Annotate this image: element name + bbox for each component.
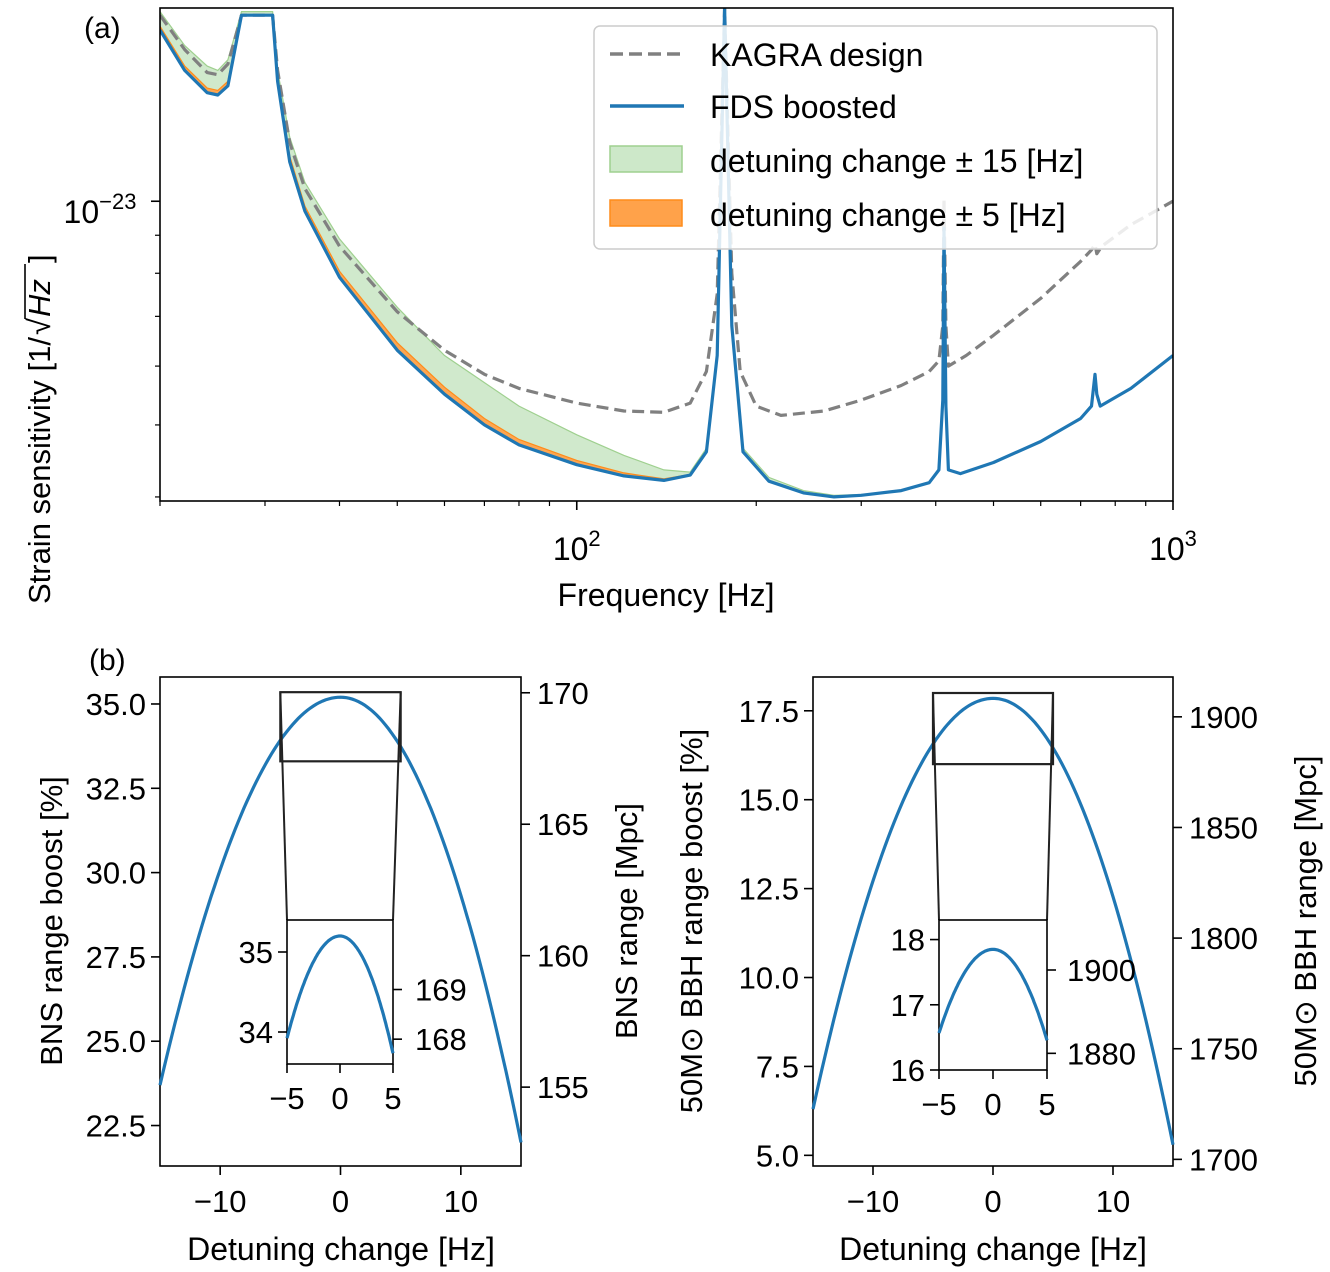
y-tick-label: 10.0	[739, 961, 799, 996]
panel-a: 102 103 10−23 (a) Frequency [Hz] Strain se…	[22, 7, 1197, 613]
x-tick-label: 0	[332, 1184, 349, 1219]
y2-tick-label: 170	[537, 676, 589, 711]
panel-b2-plot	[811, 691, 1175, 1146]
y-tick-label: 17.5	[739, 694, 799, 729]
x-tick-label: 0	[984, 1184, 1001, 1219]
panel-b2-ticks: −10 0 105.07.510.012.515.017.5170017501800…	[739, 694, 1258, 1219]
inset-x-tick-label: 0	[331, 1081, 348, 1116]
legend-swatch-detune-5	[609, 199, 683, 227]
panel-b-label: (b)	[89, 644, 126, 677]
panel-b1-plot	[158, 691, 523, 1143]
panel-b2-ylabel-right: 50M⊙ BBH range [Mpc]	[1288, 756, 1323, 1087]
y2-tick-label: 1750	[1189, 1032, 1258, 1067]
x-tick-label: 103	[1149, 526, 1197, 567]
panel-a-xlabel: Frequency [Hz]	[558, 577, 775, 613]
panel-b1-ylabel-right: BNS range [Mpc]	[609, 803, 644, 1039]
y-tick-label: 27.5	[86, 940, 146, 975]
x-tick-label: −10	[847, 1184, 900, 1219]
y2-tick-label: 1850	[1189, 810, 1258, 845]
range-curve	[811, 696, 1175, 1146]
panel-b1: (b) −10 0 10 22.5 25.0 27.5 30.0 32.5 35.0 155 160…	[34, 644, 644, 1267]
panel-a-ylabel-hz: Hz	[22, 279, 57, 317]
x-tick-label: 10	[1096, 1184, 1130, 1219]
x-tick-label: −10	[194, 1184, 247, 1219]
inset-y-tick-label: 34	[239, 1015, 273, 1050]
inset-y-tick-label: 16	[891, 1053, 925, 1088]
y-tick-label: 25.0	[86, 1024, 146, 1059]
panel-b1-ticks: −10 0 10 22.5 25.0 27.5 30.0 32.5 35.0 155 160 165 1…	[86, 676, 589, 1219]
y2-tick-label: 1800	[1189, 921, 1258, 956]
y2-tick-label: 155	[537, 1070, 589, 1105]
y-tick-label: 22.5	[86, 1109, 146, 1144]
panel-b2-inset-frame	[938, 919, 1048, 1071]
inset-y-tick-label: 17	[891, 988, 925, 1023]
y-tick-label: 7.5	[756, 1049, 799, 1084]
inset-y2-tick-label: 169	[415, 973, 467, 1008]
panel-a-ylabel-sqrt: √	[22, 318, 57, 335]
zoom-connector	[392, 692, 402, 921]
zoom-box	[279, 691, 402, 763]
y-tick-label: 10−23	[64, 189, 137, 230]
inset-x-tick-label: −5	[921, 1087, 956, 1122]
y-tick-label: 12.5	[739, 872, 799, 907]
legend-box	[593, 25, 1158, 250]
y2-tick-label: 1700	[1189, 1142, 1258, 1177]
panel-a-ylabel: Strain sensitivity [1/ √ Hz ]	[22, 254, 57, 604]
legend-label-detune-5: detuning change ± 5 [Hz]	[710, 197, 1066, 233]
inset-x-tick-label: 0	[984, 1087, 1001, 1122]
panel-a-lines	[160, 8, 1173, 499]
panel-b1-inset: −5 0 5 34 35 168 169	[239, 934, 467, 1116]
y2-tick-label: 160	[537, 939, 589, 974]
inset-y2-tick-label: 168	[415, 1022, 467, 1057]
inset-range-curve	[937, 947, 1049, 1041]
panel-b1-ylabel: BNS range boost [%]	[34, 776, 69, 1066]
x-tick-label: 102	[553, 526, 601, 567]
inset-x-tick-label: −5	[269, 1081, 304, 1116]
panel-a-legend: KAGRA design FDS boosted detuning change…	[593, 25, 1158, 250]
y-tick-label: 35.0	[86, 687, 146, 722]
series-fds-boosted	[160, 8, 1173, 499]
zoom-connector	[1046, 692, 1054, 921]
y-tick-label: 30.0	[86, 856, 146, 891]
y-tick-label: 32.5	[86, 771, 146, 806]
legend-label-detune-15: detuning change ± 15 [Hz]	[710, 143, 1083, 179]
panel-b2-xlabel: Detuning change [Hz]	[839, 1231, 1147, 1267]
inset-y2-tick-label: 1900	[1067, 953, 1136, 988]
x-tick-label: 10	[444, 1184, 478, 1219]
panel-a-ylabel-close: ]	[22, 254, 57, 263]
panel-b1-xlabel: Detuning change [Hz]	[187, 1231, 495, 1267]
y2-tick-label: 165	[537, 807, 589, 842]
inset-x-tick-label: 5	[384, 1081, 401, 1116]
inset-range-curve	[285, 934, 395, 1054]
zoom-connector	[932, 692, 940, 921]
panel-b2: −10 0 105.07.510.012.515.017.5170017501800…	[674, 676, 1323, 1267]
y-tick-label: 15.0	[739, 783, 799, 818]
y2-tick-label: 1900	[1189, 700, 1258, 735]
panel-a-label: (a)	[84, 12, 121, 45]
zoom-connector	[279, 692, 288, 921]
panel-a-ylabel-main: Strain sensitivity [1/	[22, 337, 57, 604]
inset-y-tick-label: 35	[239, 935, 273, 970]
y-tick-label: 5.0	[756, 1138, 799, 1173]
panel-b2-inset: −5 0 5 16 17 18 1880 1900	[891, 923, 1136, 1122]
legend-label-kagra: KAGRA design	[710, 37, 923, 73]
inset-x-tick-label: 5	[1038, 1087, 1055, 1122]
panel-b2-ylabel: 50M⊙ BBH range boost [%]	[674, 729, 709, 1113]
inset-y-tick-label: 18	[891, 923, 925, 958]
panel-a-frame	[159, 7, 1174, 502]
range-curve	[158, 695, 523, 1143]
legend-label-fds: FDS boosted	[710, 89, 897, 125]
inset-y2-tick-label: 1880	[1067, 1036, 1136, 1071]
panel-a-ticks: 102 103 10−23	[64, 189, 1197, 567]
legend-swatch-detune-15	[609, 145, 683, 173]
